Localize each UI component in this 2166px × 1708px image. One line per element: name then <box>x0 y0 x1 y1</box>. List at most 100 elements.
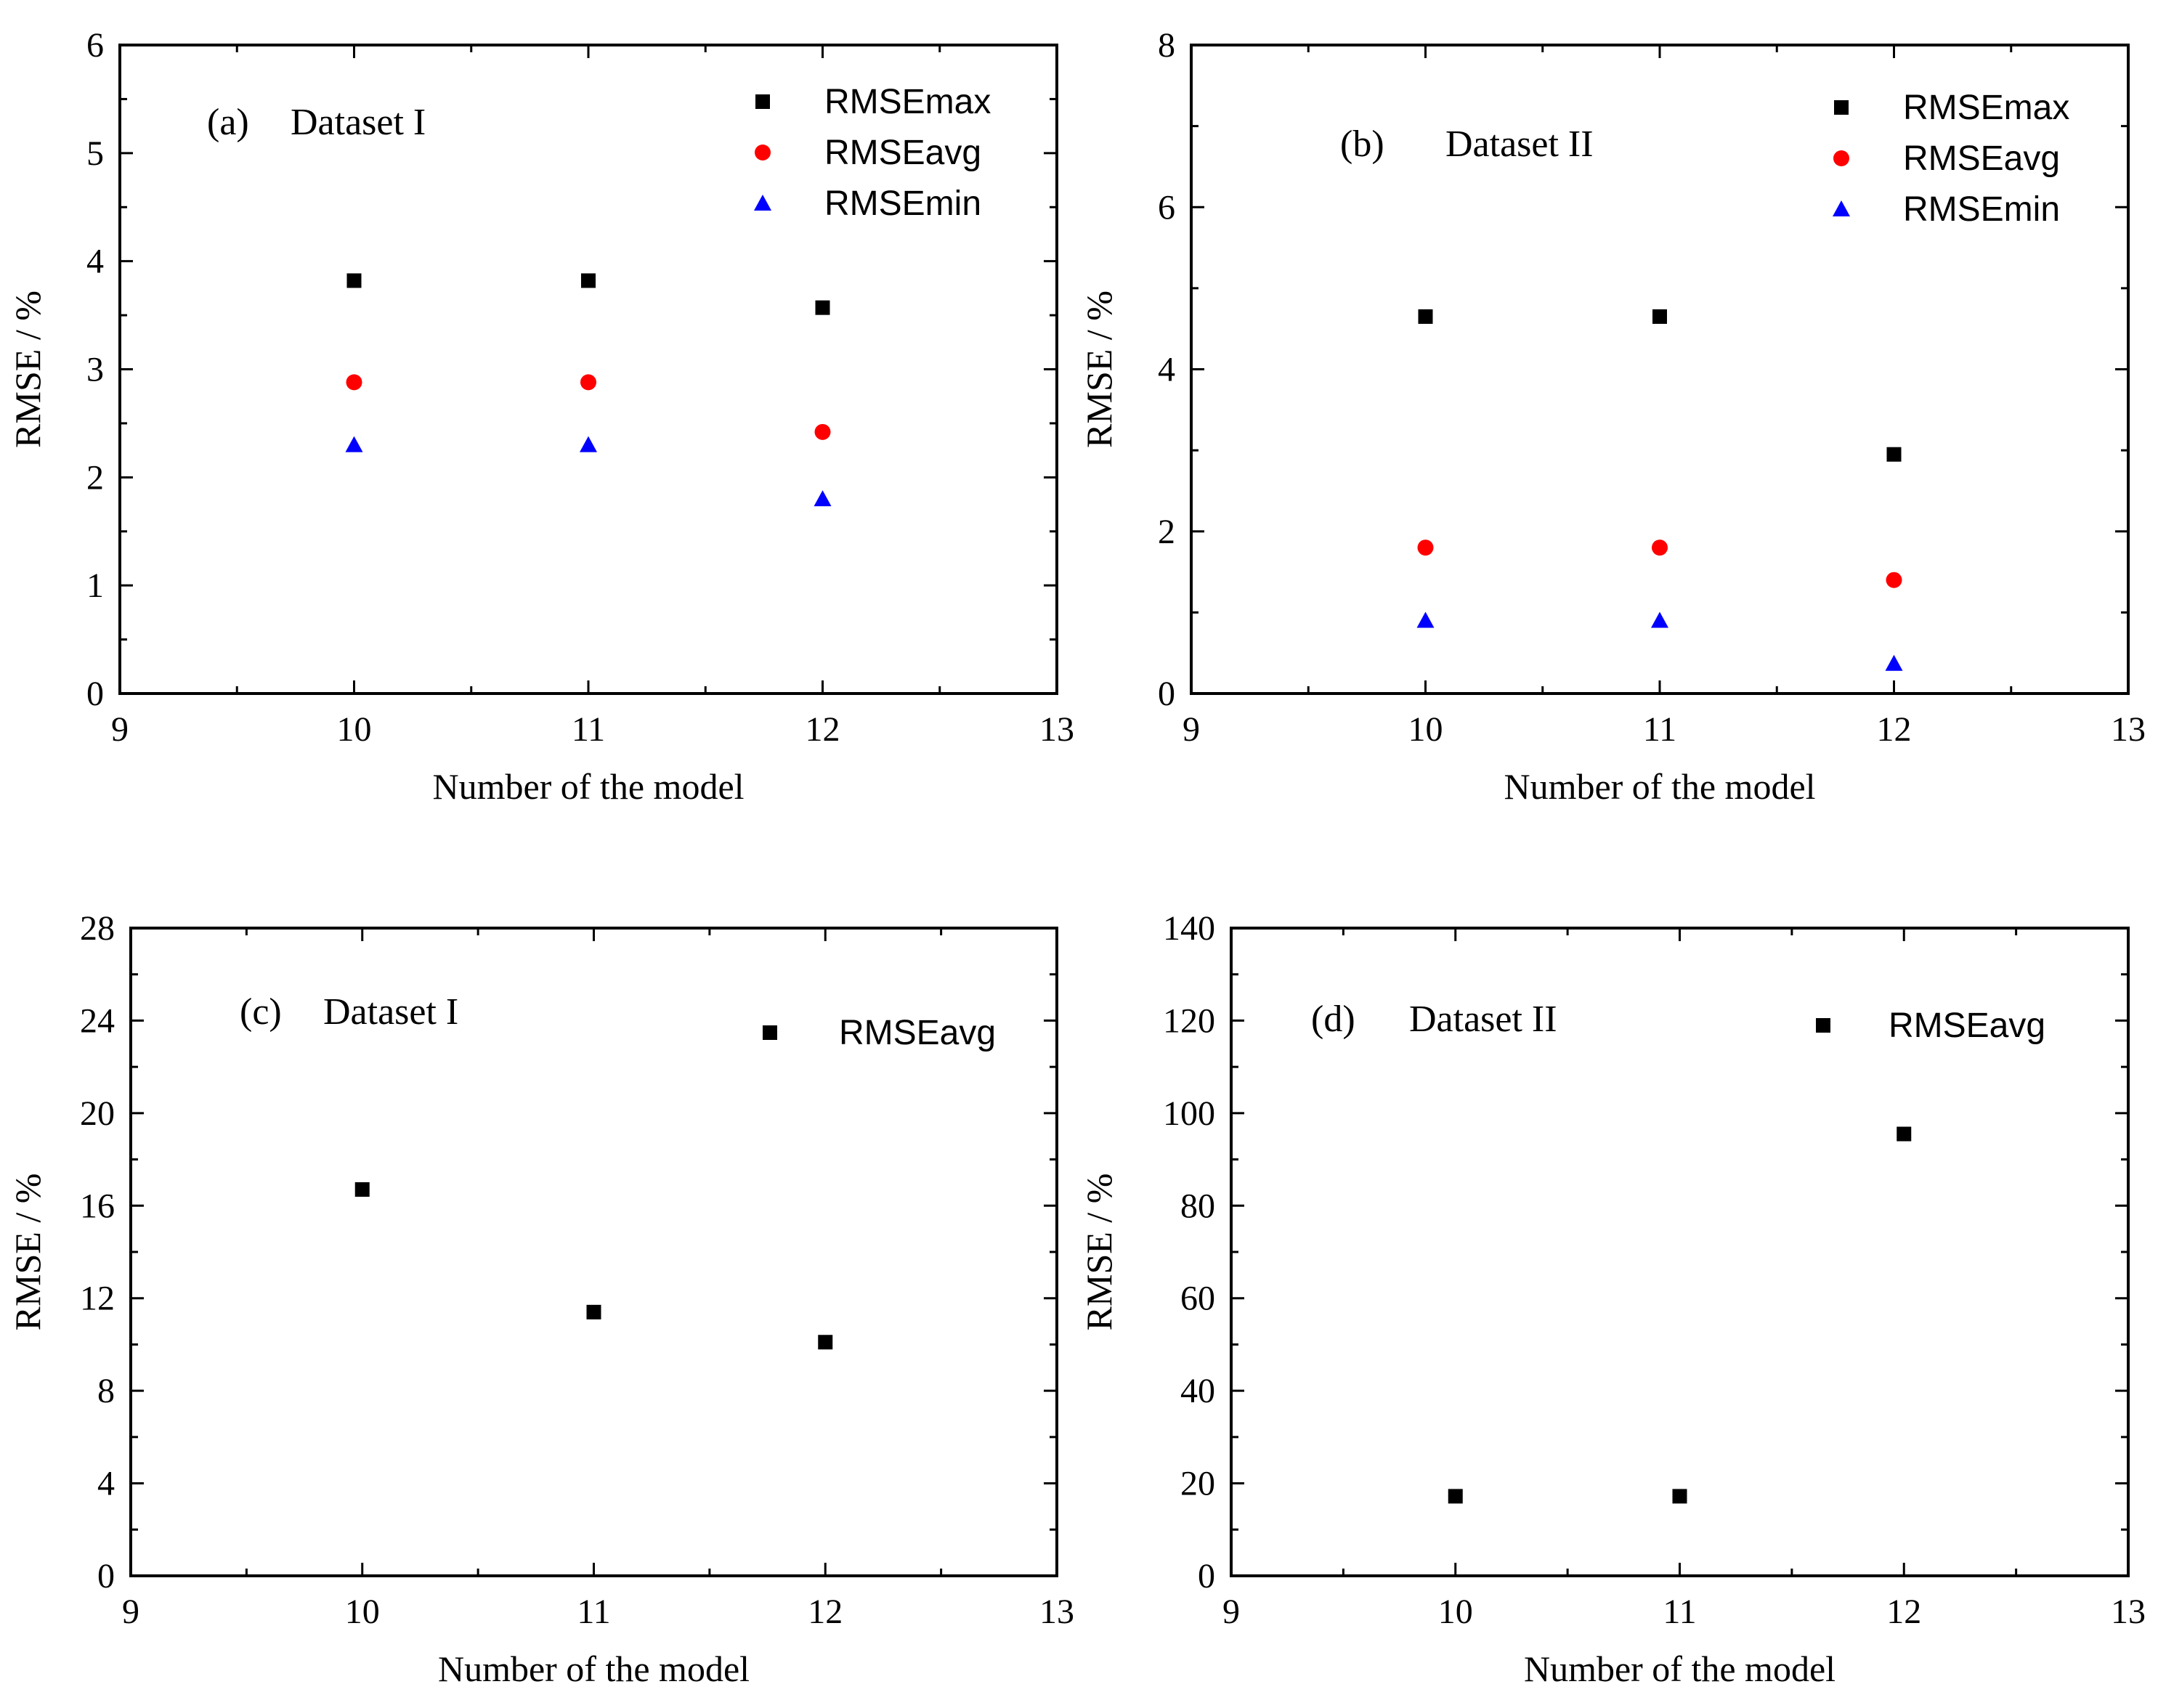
y-tick-label: 24 <box>80 1001 115 1040</box>
y-tick-label: 12 <box>80 1280 115 1318</box>
data-point-rmseavg <box>1652 540 1668 556</box>
data-point-rmsemax <box>1652 309 1667 324</box>
data-point-rmseavg <box>1417 540 1434 556</box>
legend-entry: RMSEmin <box>1903 190 2060 229</box>
y-tick-label: 6 <box>1158 188 1175 227</box>
legend-marker <box>1816 1018 1830 1033</box>
legend-entry: RMSEavg <box>1903 139 2060 178</box>
y-tick-label: 0 <box>86 675 104 713</box>
data-point-rmsemin <box>1651 611 1668 628</box>
x-tick-label: 13 <box>1039 710 1074 749</box>
x-tick-label: 9 <box>1183 710 1200 749</box>
data-point-rmsemax <box>1418 309 1433 324</box>
data-point-rmseavg <box>1448 1489 1463 1504</box>
panel-tag: (a) <box>207 102 249 143</box>
data-point-rmseavg <box>814 423 831 440</box>
x-tick-label: 13 <box>2111 710 2146 749</box>
data-point-rmsemin <box>1416 611 1435 628</box>
x-axis-label: Number of the model <box>1504 766 1815 807</box>
x-tick-label: 10 <box>345 1593 380 1631</box>
legend: RMSEavg <box>1816 1006 2045 1045</box>
y-tick-label: 0 <box>1158 675 1175 713</box>
y-tick-label: 2 <box>86 458 104 497</box>
x-tick-label: 11 <box>572 710 605 749</box>
legend-marker <box>1833 200 1850 216</box>
y-tick-label: 140 <box>1163 909 1215 948</box>
y-axis-label: RMSE / % <box>7 290 48 448</box>
data-point-rmseavg <box>586 1304 601 1319</box>
data-point-rmsemin <box>1885 654 1903 671</box>
panel-tag: (b) <box>1340 123 1384 165</box>
legend-marker <box>1834 100 1849 115</box>
panel-dataset-label: Dataset II <box>1409 999 1557 1040</box>
data-point-rmsemax <box>815 300 830 315</box>
y-tick-label: 40 <box>1180 1372 1215 1410</box>
y-tick-label: 4 <box>1158 351 1175 389</box>
y-axis-label: RMSE / % <box>1079 1174 1119 1331</box>
data-point-rmseavg <box>1672 1489 1687 1504</box>
legend-entry: RMSEmax <box>824 83 991 121</box>
y-tick-label: 120 <box>1163 1001 1215 1040</box>
x-tick-label: 10 <box>337 710 372 749</box>
legend-entry: RMSEmax <box>1903 89 2069 127</box>
x-tick-label: 13 <box>1039 1593 1074 1631</box>
data-point-rmseavg <box>580 374 596 391</box>
y-tick-label: 2 <box>1158 513 1175 551</box>
x-tick-label: 11 <box>1643 710 1676 749</box>
data-point-rmseavg <box>1886 572 1902 588</box>
y-tick-label: 5 <box>86 134 104 173</box>
data-point-rmsemin <box>345 436 363 452</box>
y-tick-label: 1 <box>86 566 104 605</box>
y-tick-label: 8 <box>1158 26 1175 65</box>
y-tick-label: 8 <box>97 1372 115 1410</box>
legend-entry: RMSEavg <box>824 134 981 172</box>
x-axis-label: Number of the model <box>1524 1648 1836 1689</box>
panel-dataset-label: Dataset I <box>323 991 458 1033</box>
legend-marker <box>755 145 771 160</box>
panel-tag: (d) <box>1311 999 1355 1040</box>
legend: RMSEmax RMSEavg RMSEmin <box>1833 89 2069 229</box>
panel-tag: (c) <box>240 991 282 1033</box>
y-tick-label: 3 <box>86 351 104 389</box>
data-point-rmsemin <box>814 490 832 507</box>
legend: RMSEavg <box>763 1014 996 1052</box>
data-point-rmseavg <box>346 374 362 391</box>
x-tick-label: 10 <box>1438 1593 1473 1631</box>
x-tick-label: 11 <box>1663 1593 1696 1631</box>
y-tick-label: 4 <box>86 243 104 281</box>
y-tick-label: 100 <box>1163 1094 1215 1133</box>
y-tick-label: 6 <box>86 26 104 65</box>
legend-marker <box>763 1025 777 1040</box>
y-tick-label: 20 <box>80 1094 115 1133</box>
y-tick-label: 28 <box>80 909 115 948</box>
y-tick-label: 20 <box>1180 1465 1215 1503</box>
y-tick-label: 60 <box>1180 1280 1215 1318</box>
x-tick-label: 12 <box>806 710 840 749</box>
x-tick-label: 12 <box>1877 710 1912 749</box>
panel-dataset-label: Dataset II <box>1445 123 1594 165</box>
legend-entry: RMSEmin <box>824 184 981 223</box>
data-point-rmsemax <box>346 273 362 288</box>
x-tick-label: 9 <box>122 1593 139 1631</box>
y-tick-label: 0 <box>97 1557 115 1595</box>
data-point-rmsemax <box>581 273 596 288</box>
y-tick-label: 80 <box>1180 1187 1215 1225</box>
x-tick-label: 10 <box>1408 710 1443 749</box>
y-tick-label: 16 <box>80 1187 115 1225</box>
x-axis-label: Number of the model <box>438 1648 750 1689</box>
data-point-rmsemax <box>1886 447 1902 462</box>
panel-dataset-label: Dataset I <box>291 102 426 143</box>
legend: RMSEmax RMSEavg RMSEmin <box>754 83 991 223</box>
y-axis-label: RMSE / % <box>1079 290 1119 448</box>
x-tick-label: 9 <box>1222 1593 1240 1631</box>
legend-marker <box>1833 150 1849 166</box>
x-tick-label: 12 <box>808 1593 843 1631</box>
y-tick-label: 0 <box>1198 1557 1215 1595</box>
x-axis-label: Number of the model <box>432 766 744 807</box>
panel-c: 9 10 11 12 13 0 4 8 12 16 20 24 28 Number of the mode… <box>7 909 1074 1689</box>
y-tick-label: 4 <box>97 1465 115 1503</box>
legend-marker <box>754 195 771 211</box>
legend-marker <box>755 94 770 109</box>
panel-d: 9 10 11 12 13 0 20 40 60 80 100 120 140 Number of the… <box>1079 909 2146 1689</box>
